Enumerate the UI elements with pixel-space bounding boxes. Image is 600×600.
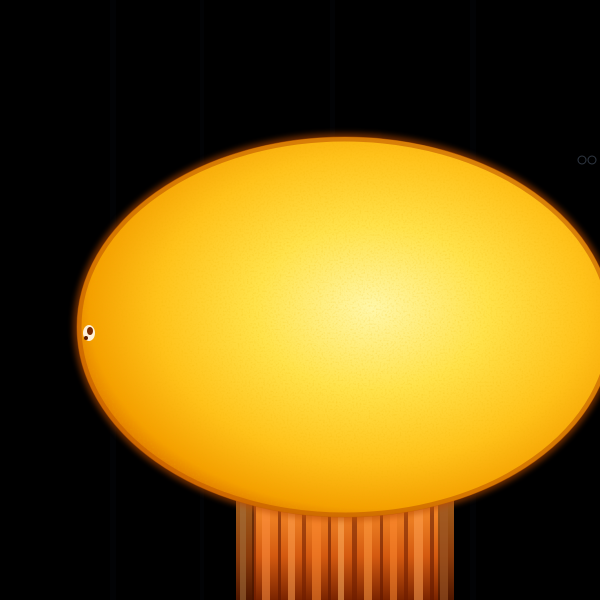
solar-limb-rim <box>76 136 600 518</box>
edge-artifact <box>577 155 597 165</box>
solar-granulation <box>77 137 600 517</box>
sunspot <box>83 325 95 341</box>
